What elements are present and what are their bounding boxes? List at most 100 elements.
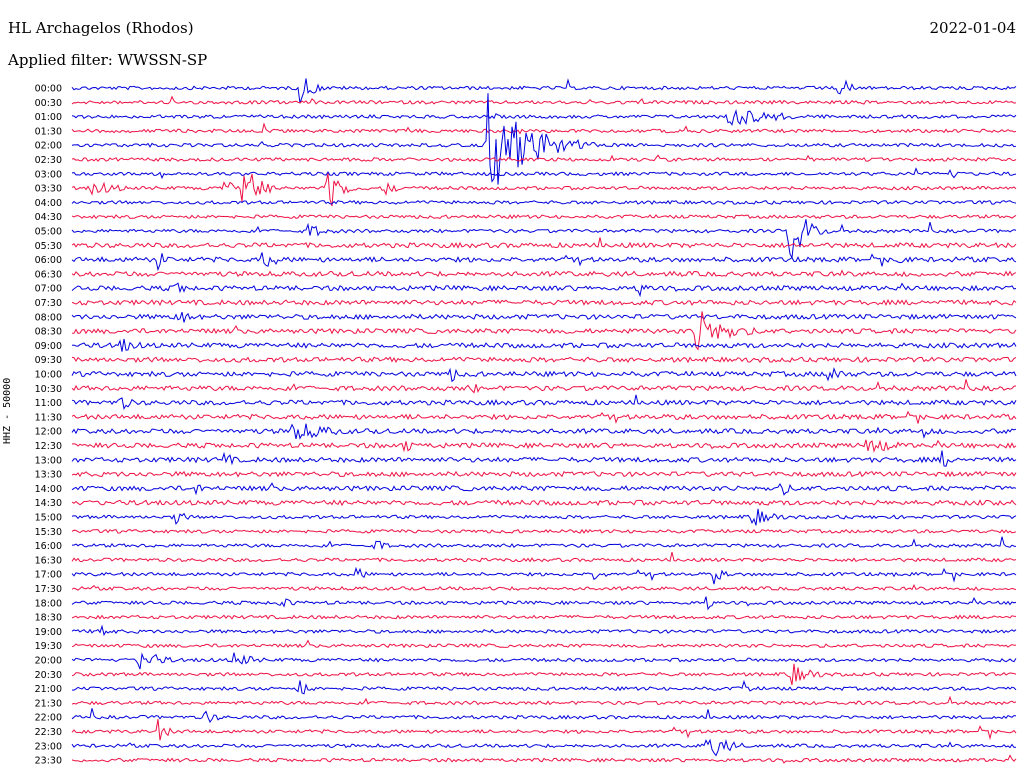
trace-group xyxy=(71,78,1017,764)
row-time-label: 21:30 xyxy=(35,698,62,709)
station-title: HL Archagelos (Rhodos) xyxy=(8,19,194,37)
row-time-label: 05:30 xyxy=(35,241,62,252)
seismic-trace-row xyxy=(71,482,1017,496)
seismic-trace-row xyxy=(71,298,1017,307)
row-time-label: 08:00 xyxy=(35,312,62,323)
row-time-label: 11:30 xyxy=(35,412,62,423)
row-time-label: 03:30 xyxy=(35,184,62,195)
seismic-trace-row xyxy=(71,639,1017,649)
row-time-label: 06:30 xyxy=(35,269,62,280)
seismic-trace-row xyxy=(71,719,1017,741)
seismic-trace-row xyxy=(71,394,1017,410)
seismic-trace-row xyxy=(72,536,1017,550)
seismic-trace-row xyxy=(71,695,1017,706)
seismic-trace-row xyxy=(71,252,1017,272)
row-time-label: 16:30 xyxy=(35,555,62,566)
row-time-label: 13:00 xyxy=(35,455,62,466)
seismic-trace-row xyxy=(71,410,1017,424)
row-time-label: 02:00 xyxy=(35,141,62,152)
seismic-trace-row xyxy=(71,439,1017,453)
row-time-label: 02:30 xyxy=(35,155,62,166)
seismic-trace-row xyxy=(71,551,1017,563)
row-time-label: 17:00 xyxy=(35,570,62,581)
seismic-trace-row xyxy=(71,95,1017,105)
row-time-label: 15:30 xyxy=(35,527,62,538)
seismic-trace-row xyxy=(71,93,1017,185)
seismic-trace-row xyxy=(71,754,1017,764)
row-time-label: 11:00 xyxy=(35,398,62,409)
seismic-trace-row xyxy=(71,584,1017,591)
row-time-label: 14:00 xyxy=(35,484,62,495)
seismic-trace-row xyxy=(71,122,1017,135)
row-time-label: 04:00 xyxy=(35,198,62,209)
row-time-label: 09:30 xyxy=(35,355,62,366)
seismic-trace-row xyxy=(71,470,1017,478)
seismic-trace-row xyxy=(71,624,1017,637)
seismic-trace-row xyxy=(71,173,1017,207)
row-time-label: 15:00 xyxy=(35,513,62,524)
seismic-trace-row xyxy=(71,311,1017,323)
seismic-trace-row xyxy=(71,269,1017,278)
row-time-label: 01:30 xyxy=(35,126,62,137)
record-date: 2022-01-04 xyxy=(929,19,1016,37)
seismic-trace-row xyxy=(71,109,1017,126)
seismic-trace-row xyxy=(71,366,1017,383)
seismic-trace-row xyxy=(71,282,1017,298)
row-time-label: 14:30 xyxy=(35,498,62,509)
row-time-label: 01:00 xyxy=(35,112,62,123)
seismic-trace-row xyxy=(71,738,1017,757)
row-time-label: 04:30 xyxy=(35,212,62,223)
seismic-trace-row xyxy=(71,566,1017,585)
seismic-trace-row xyxy=(71,311,1017,351)
seismic-trace-row xyxy=(71,214,1017,220)
seismic-trace-row xyxy=(71,528,1017,534)
row-time-label: 12:00 xyxy=(35,427,62,438)
row-time-label: 05:00 xyxy=(35,227,62,238)
row-time-label: 10:00 xyxy=(35,370,62,381)
row-time-label: 21:00 xyxy=(35,684,62,695)
row-time-label: 10:30 xyxy=(35,384,62,395)
seismic-trace-row xyxy=(71,356,1017,364)
row-time-label: 22:00 xyxy=(35,713,62,724)
seismic-trace-row xyxy=(71,154,1017,163)
row-time-label: 18:30 xyxy=(35,613,62,624)
row-time-label: 08:30 xyxy=(35,327,62,338)
row-time-label: 18:00 xyxy=(35,598,62,609)
row-time-label: 13:30 xyxy=(35,470,62,481)
row-time-label: 07:30 xyxy=(35,298,62,309)
seismic-trace-row xyxy=(71,199,1017,205)
row-time-label: 23:00 xyxy=(35,741,62,752)
row-time-label: 17:30 xyxy=(35,584,62,595)
row-time-label: 19:30 xyxy=(35,641,62,652)
row-time-label: 20:00 xyxy=(35,656,62,667)
row-time-label: 07:00 xyxy=(35,284,62,295)
seismic-trace-row xyxy=(71,423,1017,440)
row-time-label: 22:30 xyxy=(35,727,62,738)
row-time-label: 16:00 xyxy=(35,541,62,552)
seismic-trace-row xyxy=(71,167,1017,180)
row-label-group: 00:00 00:30 01:00 01:30 02:00 02:30 03:00 03:30… xyxy=(35,84,62,767)
seismic-trace-row xyxy=(71,596,1017,611)
seismic-trace-row xyxy=(71,614,1017,620)
seismic-trace-row xyxy=(71,219,1017,260)
row-time-label: 03:00 xyxy=(35,169,62,180)
row-time-label: 12:30 xyxy=(35,441,62,452)
row-time-label: 20:30 xyxy=(35,670,62,681)
row-time-label: 06:00 xyxy=(35,255,62,266)
row-time-label: 09:00 xyxy=(35,341,62,352)
row-time-label: 00:00 xyxy=(35,84,62,95)
row-time-label: 23:30 xyxy=(35,756,62,767)
seismic-trace-row xyxy=(71,338,1017,352)
seismic-trace-row xyxy=(71,663,1017,686)
seismic-trace-row xyxy=(71,508,1017,526)
seismic-trace-row xyxy=(71,379,1017,394)
row-time-label: 19:00 xyxy=(35,627,62,638)
seismic-trace-row xyxy=(71,237,1017,249)
seismic-trace-row xyxy=(71,450,1017,467)
seismic-trace-row xyxy=(71,679,1017,695)
seismic-trace-row xyxy=(71,78,1017,104)
seismic-trace-row xyxy=(71,652,1017,670)
row-time-label: 00:30 xyxy=(35,98,62,109)
seismic-trace-row xyxy=(71,499,1017,507)
